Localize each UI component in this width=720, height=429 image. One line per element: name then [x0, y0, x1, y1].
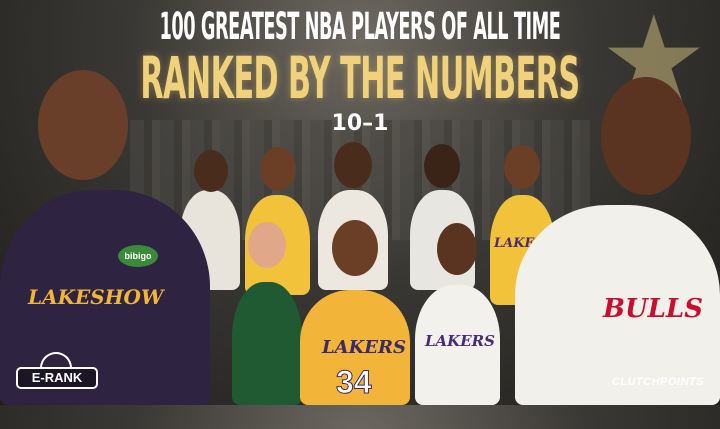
clutchpoints-logo: CLUTCHPOINTS	[611, 376, 704, 388]
jersey-team-text: LAKERS	[322, 337, 406, 358]
player-right-feature: BULLS	[515, 77, 720, 405]
ranking-range: 10–1	[331, 111, 389, 136]
player-head	[260, 147, 296, 191]
player-head	[601, 77, 691, 195]
player-front-right-center: LAKERS	[415, 223, 500, 405]
page-subtitle: RANKED BY THE NUMBERS	[140, 44, 580, 112]
player-front-center: LAKERS 34	[300, 220, 410, 405]
player-head	[248, 222, 286, 268]
player-head	[504, 145, 540, 189]
player-head	[38, 70, 128, 180]
basketball-icon	[40, 352, 72, 368]
erank-logo-text: E-RANK	[16, 367, 98, 389]
player-front-celtics	[232, 222, 302, 405]
jersey-number: 34	[336, 364, 373, 400]
page-title: 100 GREATEST NBA PLAYERS OF ALL TIME	[159, 5, 561, 48]
player-head	[424, 144, 460, 188]
player-head	[437, 223, 477, 275]
jersey-team-text: BULLS	[603, 294, 703, 324]
erank-logo: E-RANK	[16, 352, 98, 389]
player-head	[332, 220, 378, 276]
jersey-team-text: LAKESHOW	[28, 285, 164, 309]
jersey-sponsor-badge: bibigo	[118, 245, 158, 267]
jersey-team-text: LAKERS	[425, 332, 495, 350]
player-left-feature: bibigo LAKESHOW	[0, 70, 210, 405]
player-head	[334, 142, 372, 188]
player-head	[194, 150, 228, 192]
